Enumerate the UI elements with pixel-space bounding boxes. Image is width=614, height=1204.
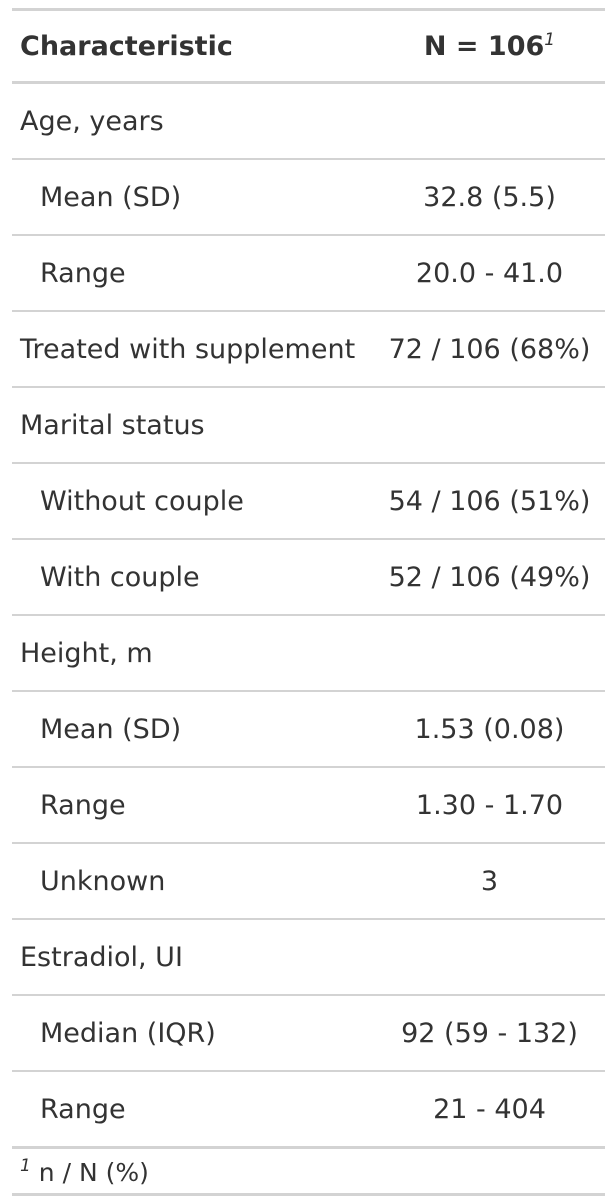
summary-table: Characteristic N = 1061 Age, years Mean … <box>12 8 605 1196</box>
table-row: Median (IQR) 92 (59 - 132) <box>12 995 605 1072</box>
table-row: Age, years <box>12 82 605 160</box>
header-row: Characteristic N = 1061 <box>12 9 605 84</box>
table-row: With couple 52 / 106 (49%) <box>12 539 605 616</box>
row-value: 1.30 - 1.70 <box>374 767 605 844</box>
row-value: 92 (59 - 132) <box>374 995 605 1072</box>
row-value: 32.8 (5.5) <box>374 159 605 236</box>
footnote-row: 1 n / N (%) <box>12 1148 605 1195</box>
row-label: Treated with supplement <box>12 311 374 388</box>
header-characteristic: Characteristic <box>12 9 374 84</box>
row-label: Median (IQR) <box>12 995 374 1072</box>
row-value: 21 - 404 <box>374 1071 605 1149</box>
row-value <box>374 387 605 464</box>
row-label: Mean (SD) <box>12 691 374 768</box>
table-row: Mean (SD) 32.8 (5.5) <box>12 159 605 236</box>
row-label: Age, years <box>12 82 374 160</box>
footnote-text: n / N (%) <box>38 1157 149 1187</box>
row-value <box>374 615 605 692</box>
row-label: Without couple <box>12 463 374 540</box>
row-value: 54 / 106 (51%) <box>374 463 605 540</box>
table-row: Height, m <box>12 615 605 692</box>
table-row: Marital status <box>12 387 605 464</box>
row-label: Range <box>12 1071 374 1149</box>
row-value: 3 <box>374 843 605 920</box>
row-label: Estradiol, UI <box>12 919 374 996</box>
row-value <box>374 82 605 160</box>
row-label: Height, m <box>12 615 374 692</box>
table-row: Without couple 54 / 106 (51%) <box>12 463 605 540</box>
header-footnote-mark: 1 <box>544 30 556 50</box>
row-label: Unknown <box>12 843 374 920</box>
row-label: Marital status <box>12 387 374 464</box>
row-value: 20.0 - 41.0 <box>374 235 605 312</box>
table-row: Estradiol, UI <box>12 919 605 996</box>
footnote: 1 n / N (%) <box>12 1148 605 1195</box>
row-label: With couple <box>12 539 374 616</box>
row-label: Mean (SD) <box>12 159 374 236</box>
table-row: Mean (SD) 1.53 (0.08) <box>12 691 605 768</box>
table-row: Treated with supplement 72 / 106 (68%) <box>12 311 605 388</box>
row-label: Range <box>12 767 374 844</box>
table-row: Range 1.30 - 1.70 <box>12 767 605 844</box>
header-n-label: N = 106 <box>423 31 545 62</box>
header-n: N = 1061 <box>374 9 605 84</box>
row-value: 72 / 106 (68%) <box>374 311 605 388</box>
table-row: Unknown 3 <box>12 843 605 920</box>
row-value: 52 / 106 (49%) <box>374 539 605 616</box>
table-row: Range 20.0 - 41.0 <box>12 235 605 312</box>
summary-table-container: Characteristic N = 1061 Age, years Mean … <box>12 8 605 1196</box>
footnote-mark: 1 <box>20 1155 31 1176</box>
table-row: Range 21 - 404 <box>12 1071 605 1149</box>
row-label: Range <box>12 235 374 312</box>
row-value: 1.53 (0.08) <box>374 691 605 768</box>
row-value <box>374 919 605 996</box>
